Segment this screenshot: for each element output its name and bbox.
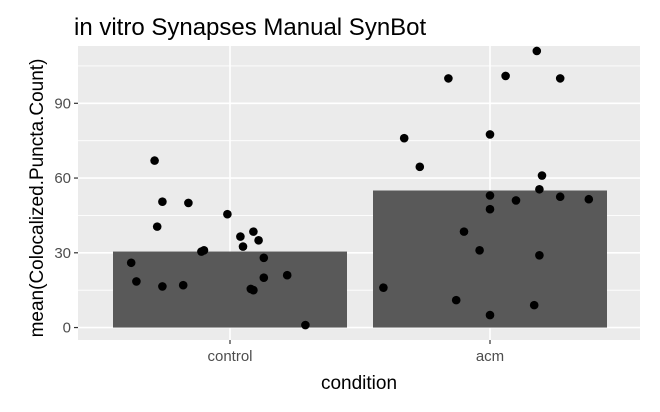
chart-title: in vitro Synapses Manual SynBot bbox=[74, 14, 427, 41]
data-point bbox=[444, 74, 453, 83]
data-point bbox=[158, 197, 167, 207]
data-point bbox=[238, 242, 248, 251]
data-point bbox=[399, 133, 409, 143]
data-point bbox=[249, 285, 258, 295]
data-point bbox=[529, 300, 539, 310]
y-tick-label: 30 bbox=[54, 245, 71, 262]
data-point bbox=[301, 320, 310, 330]
data-point bbox=[199, 246, 209, 255]
data-point bbox=[537, 171, 547, 180]
data-point bbox=[282, 270, 292, 280]
data-point bbox=[259, 253, 269, 263]
data-point bbox=[158, 282, 167, 291]
data-point bbox=[178, 280, 188, 290]
data-point bbox=[501, 71, 510, 81]
data-point bbox=[555, 74, 565, 83]
data-point bbox=[254, 236, 263, 245]
data-point bbox=[485, 130, 495, 139]
data-point bbox=[184, 198, 193, 208]
data-point bbox=[485, 204, 495, 214]
data-point bbox=[126, 258, 136, 268]
y-tick-label: 90 bbox=[54, 95, 71, 112]
bar-control bbox=[113, 251, 347, 328]
data-point bbox=[223, 209, 232, 219]
y-tick-label: 0 bbox=[63, 320, 71, 337]
data-point bbox=[415, 162, 425, 172]
data-point bbox=[379, 283, 388, 292]
data-point bbox=[459, 227, 469, 236]
x-tick-label: control bbox=[207, 348, 252, 365]
data-point bbox=[555, 192, 565, 202]
x-tick-label: acm bbox=[476, 348, 504, 365]
data-point bbox=[485, 191, 495, 200]
data-point bbox=[475, 246, 484, 255]
y-axis-title: mean(Colocalized.Puncta.Count) bbox=[27, 59, 48, 338]
data-point bbox=[535, 250, 544, 260]
data-point bbox=[152, 222, 162, 231]
data-point bbox=[485, 310, 495, 320]
data-point bbox=[259, 273, 269, 283]
data-point bbox=[511, 196, 521, 205]
x-axis-title: condition bbox=[321, 373, 397, 394]
data-point bbox=[236, 232, 245, 241]
data-point bbox=[132, 277, 141, 286]
data-point bbox=[532, 46, 542, 56]
data-point bbox=[150, 156, 159, 165]
data-point bbox=[451, 295, 461, 305]
y-tick-label: 60 bbox=[54, 170, 71, 187]
data-point bbox=[584, 194, 594, 204]
data-point bbox=[535, 184, 544, 194]
data-point bbox=[249, 227, 258, 236]
